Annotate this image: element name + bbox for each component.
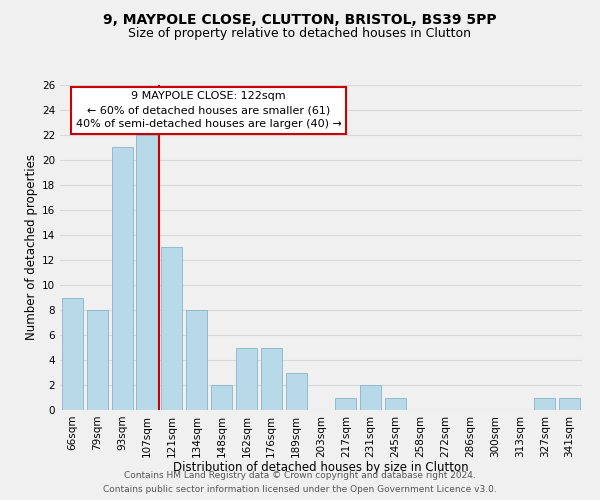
Text: Size of property relative to detached houses in Clutton: Size of property relative to detached ho…	[128, 28, 472, 40]
Bar	[62, 298, 83, 410]
Y-axis label: Number of detached properties: Number of detached properties	[25, 154, 38, 340]
Bar	[385, 398, 406, 410]
Bar	[261, 348, 282, 410]
Text: Contains HM Land Registry data © Crown copyright and database right 2024.: Contains HM Land Registry data © Crown c…	[124, 471, 476, 480]
Text: 9 MAYPOLE CLOSE: 122sqm
← 60% of detached houses are smaller (61)
40% of semi-de: 9 MAYPOLE CLOSE: 122sqm ← 60% of detache…	[76, 92, 342, 130]
Bar	[236, 348, 257, 410]
Bar	[87, 310, 108, 410]
Text: Contains public sector information licensed under the Open Government Licence v3: Contains public sector information licen…	[103, 485, 497, 494]
Bar	[161, 248, 182, 410]
Text: 9, MAYPOLE CLOSE, CLUTTON, BRISTOL, BS39 5PP: 9, MAYPOLE CLOSE, CLUTTON, BRISTOL, BS39…	[103, 12, 497, 26]
Bar	[534, 398, 555, 410]
Bar	[559, 398, 580, 410]
Bar	[211, 385, 232, 410]
X-axis label: Distribution of detached houses by size in Clutton: Distribution of detached houses by size …	[173, 461, 469, 474]
Bar	[335, 398, 356, 410]
Bar	[112, 148, 133, 410]
Bar	[286, 372, 307, 410]
Bar	[136, 135, 158, 410]
Bar	[360, 385, 381, 410]
Bar	[186, 310, 207, 410]
